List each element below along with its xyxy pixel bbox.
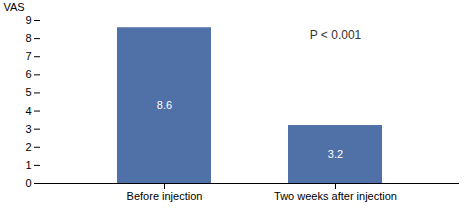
svg-text:2: 2: [25, 141, 31, 153]
svg-text:4: 4: [25, 105, 31, 117]
svg-text:VAS: VAS: [4, 1, 25, 13]
svg-text:7: 7: [25, 50, 31, 62]
svg-text:3.2: 3.2: [328, 148, 343, 160]
svg-text:Two weeks after injection: Two weeks after injection: [274, 190, 397, 202]
svg-text:8.6: 8.6: [157, 99, 172, 111]
svg-text:Before injection: Before injection: [127, 190, 203, 202]
svg-text:5: 5: [25, 86, 31, 98]
svg-text:3: 3: [25, 123, 31, 135]
svg-text:8: 8: [25, 32, 31, 44]
svg-text:P < 0.001: P < 0.001: [310, 28, 362, 42]
svg-text:9: 9: [25, 14, 31, 26]
svg-text:6: 6: [25, 68, 31, 80]
svg-text:1: 1: [25, 159, 31, 171]
svg-text:0: 0: [25, 177, 31, 189]
